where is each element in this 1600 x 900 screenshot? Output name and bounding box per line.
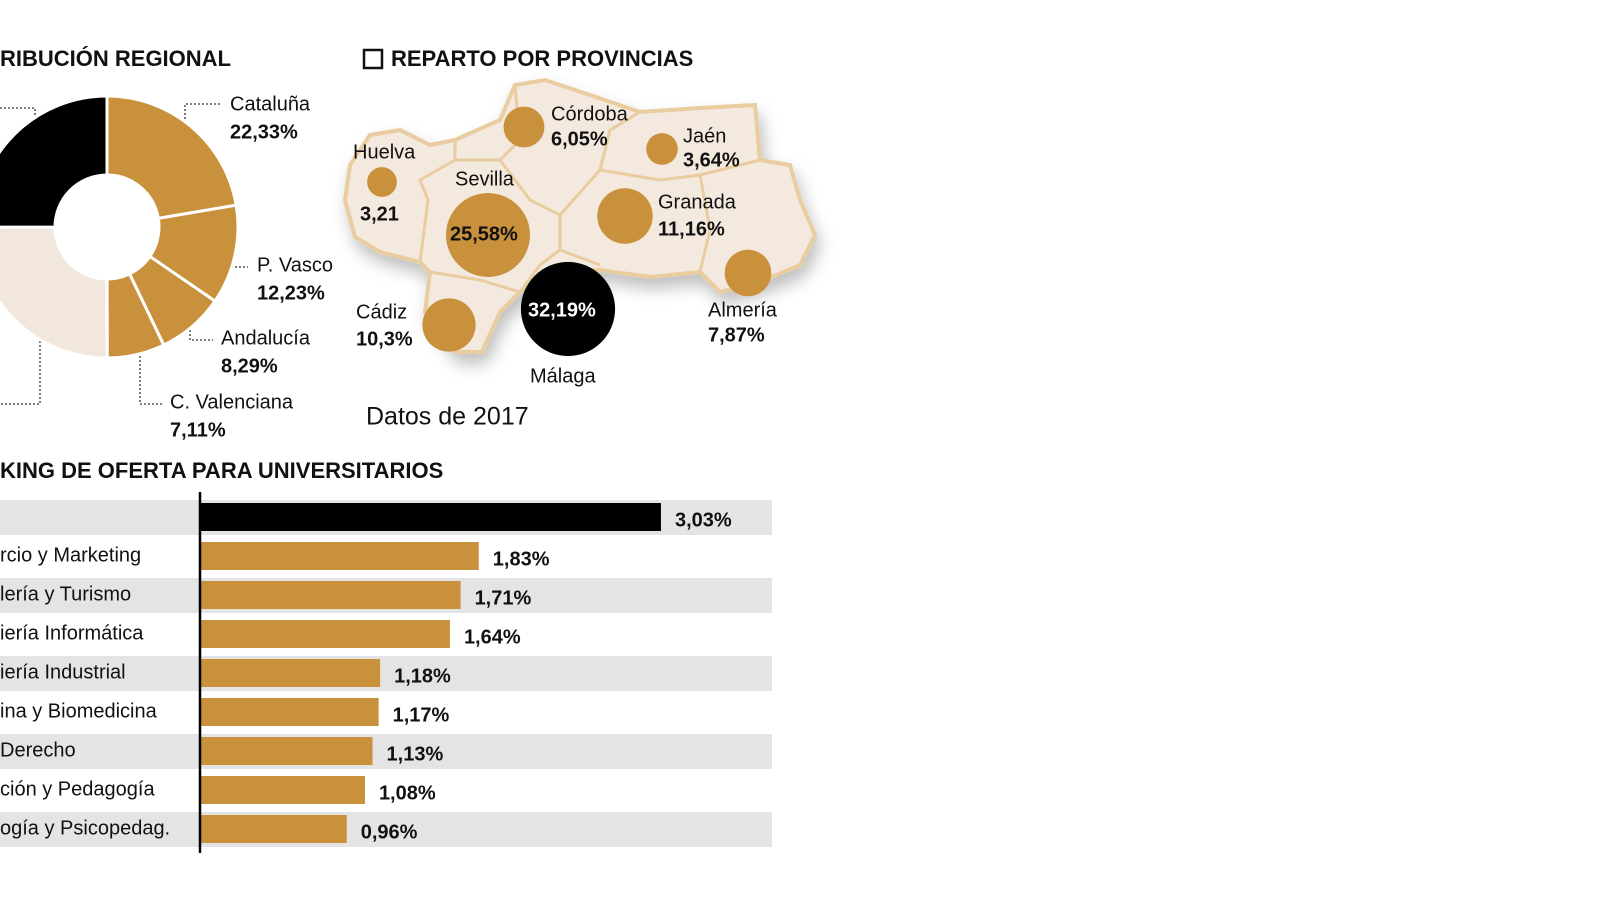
bubble — [597, 188, 653, 244]
row-stripe — [0, 734, 772, 769]
bar-value: 1,13% — [387, 743, 444, 765]
bubble — [446, 193, 530, 277]
bar-label: iería Industrial — [0, 661, 126, 683]
province-label: Cádiz — [356, 301, 407, 323]
slice-value: 22,33% — [230, 121, 298, 143]
province-label: Almería — [708, 299, 778, 321]
bar-label: iería Informática — [0, 622, 144, 644]
row-stripe — [0, 812, 772, 847]
bar — [201, 581, 461, 609]
province-label: Jaén — [683, 125, 726, 147]
title-box — [362, 48, 384, 70]
donut-title: RIBUCIÓN REGIONAL — [0, 46, 231, 71]
bar-label: ina y Biomedicina — [0, 700, 158, 722]
province-value: 11,16% — [658, 218, 725, 240]
slice-label: Cataluña — [230, 93, 311, 115]
province-label: Málaga — [530, 365, 596, 387]
slice-value: 7,11% — [170, 419, 226, 441]
donut-slice — [105, 94, 238, 221]
bubble — [503, 106, 545, 148]
province-value: 32,19% — [528, 299, 596, 321]
bar-value: 1,64% — [464, 626, 521, 648]
bubble — [724, 249, 772, 297]
province-value: 3,64% — [683, 149, 740, 171]
slice-label: Andalucía — [221, 327, 311, 349]
map — [342, 77, 818, 354]
note: Datos de 2017 — [366, 403, 529, 431]
bar-label: Derecho — [0, 739, 76, 761]
bar-value: 1,83% — [493, 548, 550, 570]
bar-label: ogía y Psicopedag. — [0, 817, 170, 839]
bubble — [520, 261, 616, 357]
map-title: REPARTO POR PROVINCIAS — [391, 46, 693, 71]
slice-value: 8,29% — [221, 355, 278, 377]
slice-label: C. Valenciana — [170, 391, 294, 413]
province-label: Huelva — [353, 141, 416, 163]
bar — [201, 503, 661, 531]
donut-slice — [0, 225, 109, 360]
bubble — [367, 167, 397, 197]
province-value: 10,3% — [356, 328, 413, 350]
bar-value: 3,03% — [675, 509, 732, 531]
bar — [201, 815, 347, 843]
bar — [201, 737, 373, 765]
bar — [201, 698, 379, 726]
slice-value: 12,23% — [257, 282, 325, 304]
province-value: 7,87% — [708, 324, 765, 346]
province-value: 3,21 — [360, 203, 399, 225]
bubble — [422, 298, 476, 352]
bar-value: 1,08% — [379, 782, 436, 804]
bar-label: ción y Pedagogía — [0, 778, 155, 800]
province-label: Córdoba — [551, 103, 629, 125]
province-label: Granada — [658, 191, 737, 213]
bar-value: 1,17% — [393, 704, 450, 726]
bar-label: rcio y Marketing — [0, 544, 141, 566]
bubble — [646, 133, 678, 165]
bar — [201, 620, 450, 648]
bar-title: KING DE OFERTA PARA UNIVERSITARIOS — [0, 458, 443, 483]
donut-slice — [0, 94, 109, 229]
bar-value: 1,71% — [475, 587, 532, 609]
slice-label: P. Vasco — [257, 254, 333, 276]
bar — [201, 542, 479, 570]
bar — [201, 776, 365, 804]
province-value: 25,58% — [450, 223, 518, 245]
bar — [201, 659, 381, 687]
province-label: Sevilla — [455, 168, 515, 190]
row-stripe — [0, 656, 772, 691]
bar-label: lería y Turismo — [0, 583, 131, 605]
province-value: 6,05% — [551, 128, 608, 150]
bar-value: 1,18% — [394, 665, 451, 687]
bar-value: 0,96% — [361, 821, 418, 843]
